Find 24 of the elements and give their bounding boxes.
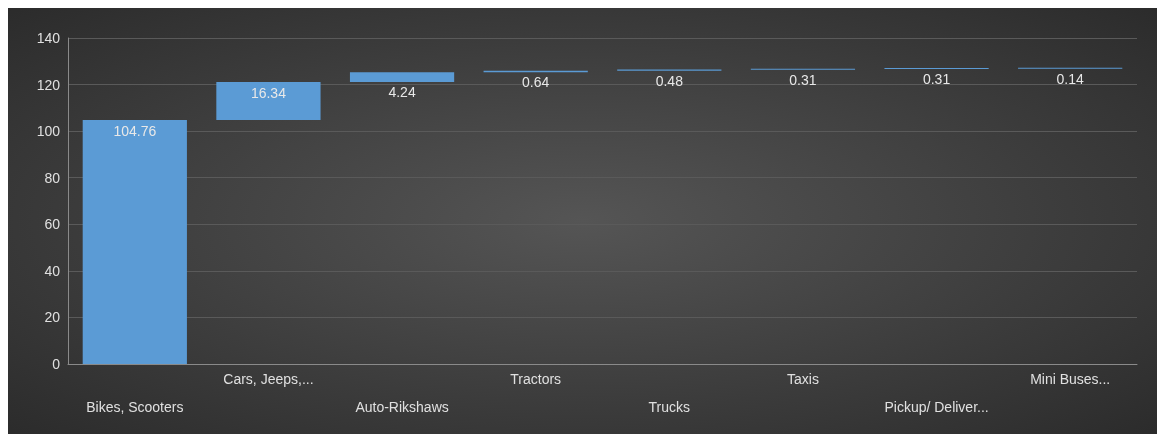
y-tick-label: 140 xyxy=(36,30,61,46)
y-tick-label: 120 xyxy=(36,76,61,93)
y-tick-label: 80 xyxy=(44,169,61,186)
x-tick-label: Auto-Rikshaws xyxy=(355,399,449,415)
data-label: 0.31 xyxy=(922,71,951,88)
data-label: 16.34 xyxy=(250,85,287,102)
data-label: 0.48 xyxy=(655,72,684,89)
y-tick-label: 100 xyxy=(36,123,61,140)
data-label: 0.31 xyxy=(789,71,817,88)
x-tick-label: Mini Buses... xyxy=(1030,371,1111,387)
y-tick-label: 20 xyxy=(44,309,61,326)
x-tick-label: Tractors xyxy=(510,371,562,387)
y-tick-label: 0 xyxy=(52,356,61,372)
data-label: 104.76 xyxy=(113,123,157,140)
data-label: 0.64 xyxy=(522,74,550,91)
x-tick-label: Trucks xyxy=(648,399,691,415)
x-tick-label: Bikes, Scooters xyxy=(86,399,184,415)
y-tick-label: 40 xyxy=(44,262,61,279)
data-label: 4.24 xyxy=(388,84,416,101)
x-tick-label: Pickup/ Deliver... xyxy=(884,399,989,415)
x-tick-label: Taxis xyxy=(786,371,819,387)
x-tick-label: Cars, Jeeps,... xyxy=(223,371,314,387)
y-tick-label: 60 xyxy=(44,216,61,233)
data-label: 0.14 xyxy=(1056,70,1085,87)
